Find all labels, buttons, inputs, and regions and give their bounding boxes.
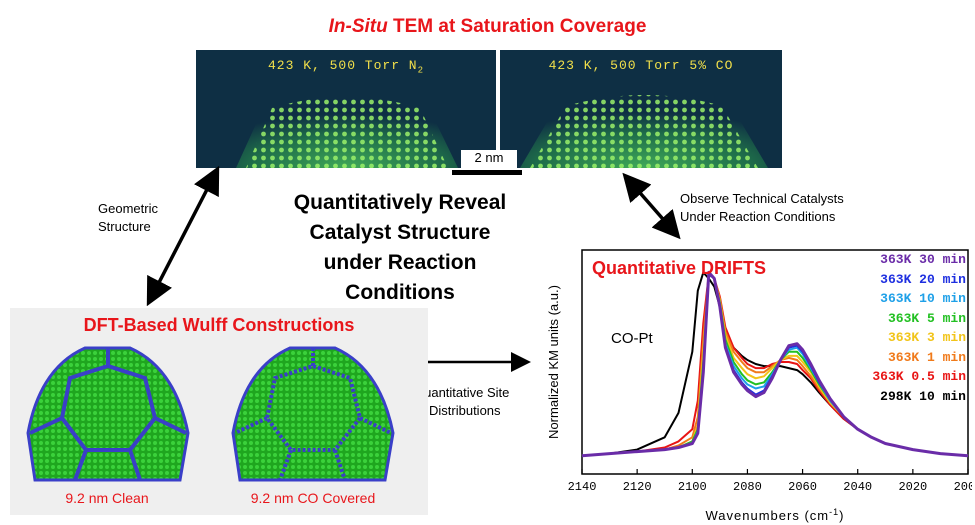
drifts-chart: Normalized KM units (a.u.) Wavenumbers (… (546, 249, 972, 523)
x-tick-label: 2140 (568, 480, 597, 494)
legend-entry: 363K 5 min (887, 310, 966, 326)
x-tick-label: 2040 (843, 480, 872, 494)
caption-co-covered: 9.2 nm CO Covered (250, 490, 376, 506)
center-statement: Quantitatively Reveal Catalyst Structure… (240, 188, 560, 308)
legend-entry: 363K 3 min (887, 330, 966, 345)
nanoparticle-clean (26, 346, 190, 482)
plot-frame (581, 249, 969, 475)
figure-title: In-Situ TEM at Saturation Coverage (328, 16, 647, 37)
tem-image-co: 423 K, 500 Torr 5% CO (500, 50, 782, 168)
x-tick-label: 2080 (733, 480, 762, 494)
wulff-nanoparticles (26, 346, 395, 482)
legend-entry: 298K 10 min (880, 388, 966, 404)
legend-entry: 363K 0.5 min (872, 369, 966, 384)
center-line: under Reaction (323, 251, 477, 274)
observe-catalysts-label: Observe Technical Catalysts Under Reactio… (680, 191, 844, 224)
scale-bar (452, 170, 522, 175)
x-tick-label: 2060 (788, 480, 817, 494)
x-tick-label: 2000 (954, 480, 972, 494)
tem-image-n2: 423 K, 500 Torr N2 (196, 50, 496, 168)
center-line: Quantitatively Reveal (293, 191, 507, 214)
x-axis-label: Wavenumbers (cm-1) (706, 507, 845, 523)
tem-label-n2: 423 K, 500 Torr N2 (267, 58, 425, 76)
scale-bar-label: 2 nm (474, 150, 504, 165)
x-tick-label: 2100 (678, 480, 707, 494)
x-tick-label: 2120 (623, 480, 652, 494)
arrow-geometric (146, 165, 220, 307)
y-axis-label: Normalized KM units (a.u.) (546, 285, 561, 439)
series-line (581, 270, 969, 458)
legend-entry: 363K 10 min (880, 291, 966, 306)
drifts-title: Quantitative DRIFTS (592, 258, 767, 278)
drifts-legend: 363K 30 min 363K 20 min 363K 10 min 363K 5 … (838, 250, 966, 406)
tem-label-co: 423 K, 500 Torr 5% CO (548, 58, 734, 73)
center-line: Conditions (345, 281, 455, 304)
center-line: Catalyst Structure (309, 221, 491, 244)
legend-entry: 363K 30 min (880, 252, 966, 267)
co-pt-annotation: CO-Pt (611, 330, 653, 347)
arrow-observe (622, 172, 681, 240)
caption-clean: 9.2 nm Clean (65, 490, 149, 506)
dft-title: DFT-Based Wulff Constructions (83, 315, 355, 335)
legend-entry: 363K 1 min (887, 349, 966, 365)
geometric-structure-label: Geometric Structure (98, 201, 158, 234)
legend-entry: 363K 20 min (880, 271, 966, 287)
nanoparticle-co-covered (231, 346, 395, 482)
site-distributions-label: Quantitative Site Distributions (414, 385, 510, 418)
x-tick-label: 2020 (898, 480, 927, 494)
